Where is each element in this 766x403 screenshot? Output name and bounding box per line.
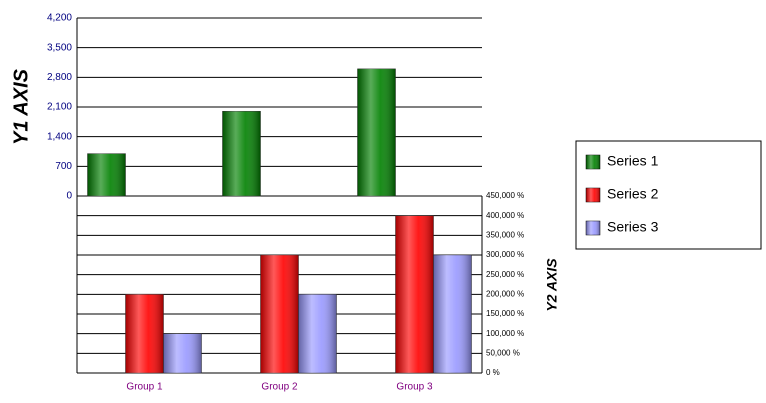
legend-swatch-shade [586,188,600,202]
y2-tick-label: 300,000 % [486,250,524,259]
x-tick-label: Group 3 [396,382,433,393]
y2-tick-label: 250,000 % [486,270,524,279]
bar-shade [357,68,396,196]
y-tick-label: 0 [66,191,72,202]
y2-tick-label: 200,000 % [486,289,524,298]
bar-shade [298,294,337,373]
y2-tick-label: 50,000 % [486,348,520,357]
legend-label: Series 3 [607,219,659,235]
y2-tick-label: 350,000 % [486,230,524,239]
y2-axis-title: Y2 AXIS [544,258,560,312]
bar-shade [433,255,472,373]
y2-tick-label: 0 % [486,368,500,377]
bar-shade [87,153,126,196]
legend-swatch-shade [586,221,600,235]
y2-tick-label: 400,000 % [486,211,524,220]
x-tick-label: Group 2 [261,382,298,393]
y-tick-label: 2,100 [47,102,72,113]
y2-tick-label: 450,000 % [486,191,524,200]
legend-swatch-shade [586,155,600,169]
bar-shade [125,294,164,373]
y-tick-label: 700 [55,161,72,172]
y-tick-label: 2,800 [47,72,72,83]
y-tick-label: 1,400 [47,131,72,142]
bar-shade [222,111,261,196]
bar-shade [163,333,202,373]
y-tick-label: 3,500 [47,42,72,53]
y-tick-label: 4,200 [47,13,72,24]
bar-shade [260,255,299,373]
legend-label: Series 1 [607,153,659,169]
x-tick-label: Group 1 [126,382,163,393]
y2-tick-label: 150,000 % [486,309,524,318]
bar-shade [395,215,434,373]
y2-tick-label: 100,000 % [486,329,524,338]
legend-box [575,140,762,250]
legend-label: Series 2 [607,186,659,202]
y-axis-title: Y1 AXIS [10,68,32,145]
